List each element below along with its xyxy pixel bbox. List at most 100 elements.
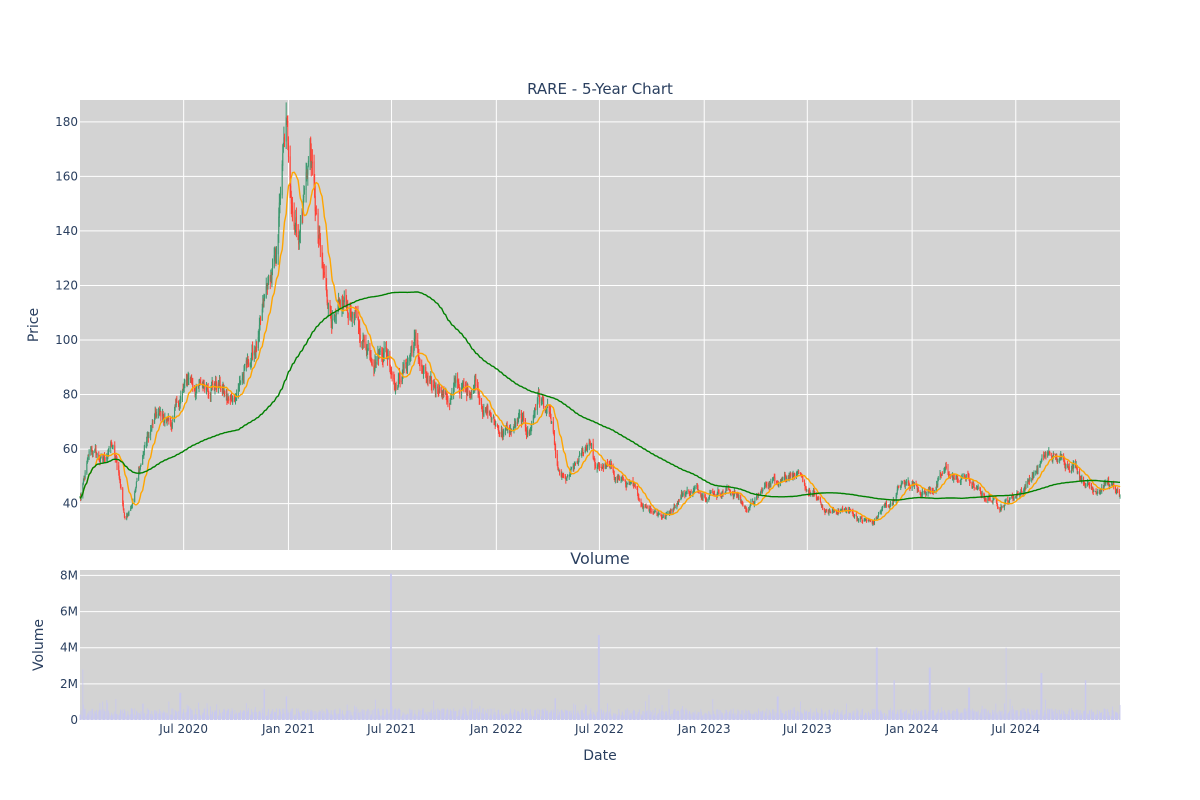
volume-bar	[243, 710, 245, 720]
price-candle	[327, 302, 329, 318]
candle-body	[589, 442, 591, 444]
volume-bar	[210, 713, 212, 720]
price-candle	[154, 406, 156, 420]
candle-body	[520, 413, 522, 423]
price-candle	[536, 397, 538, 415]
price-candle	[122, 500, 124, 511]
volume-bar	[211, 710, 213, 720]
volume-bar	[547, 710, 549, 720]
volume-bar	[568, 711, 570, 720]
volume-bar	[551, 711, 552, 720]
candle-body	[315, 211, 317, 215]
candle-body	[250, 355, 252, 364]
price-candle	[857, 518, 859, 522]
candle-body	[1072, 464, 1074, 469]
price-candle	[582, 447, 584, 457]
candle-body	[673, 506, 675, 511]
volume-bar	[599, 635, 600, 720]
volume-bar	[477, 708, 478, 720]
candle-body	[270, 278, 272, 280]
price-candle	[264, 294, 266, 302]
volume-bar	[441, 708, 443, 720]
volume-bar	[471, 700, 473, 720]
volume-bar	[887, 715, 889, 720]
volume-bar	[319, 711, 321, 720]
candle-body	[205, 385, 207, 391]
price-candle	[301, 208, 303, 225]
price-candle	[207, 384, 209, 392]
price-candle	[193, 385, 195, 392]
candle-body	[781, 478, 783, 483]
candle-body	[342, 301, 344, 306]
volume-bar	[566, 710, 568, 720]
volume-bar	[857, 711, 858, 720]
candle-body	[580, 453, 582, 455]
volume-bar	[82, 669, 84, 720]
candle-body	[1067, 464, 1069, 468]
candle-body	[294, 225, 296, 229]
candle-body	[943, 471, 945, 474]
candle-body	[485, 407, 487, 412]
price-candle	[616, 476, 618, 484]
volume-bar	[835, 713, 837, 720]
price-candle	[897, 484, 899, 491]
candle-body	[626, 484, 628, 488]
price-candle	[760, 489, 762, 492]
candle-body	[521, 419, 523, 423]
candle-body	[233, 398, 235, 400]
candle-body	[965, 474, 967, 479]
volume-bar	[260, 712, 261, 720]
volume-bar	[826, 716, 828, 720]
price-candle	[462, 380, 464, 389]
candle-body	[706, 500, 708, 502]
price-candle	[343, 290, 345, 306]
candle-body	[822, 506, 824, 511]
candle-body	[708, 498, 710, 500]
volume-bar	[186, 704, 188, 720]
price-candle	[277, 234, 279, 265]
candle-body	[222, 387, 224, 392]
price-candle	[250, 352, 252, 368]
candle-body	[508, 427, 510, 433]
volume-bar	[522, 712, 524, 720]
candle-body	[656, 511, 658, 514]
volume-bar	[410, 709, 412, 720]
volume-bar	[870, 713, 871, 720]
volume-bar	[273, 711, 275, 720]
candle-body	[162, 413, 164, 416]
price-candle	[215, 375, 217, 388]
volume-bar	[876, 647, 878, 720]
volume-bar	[131, 708, 133, 720]
volume-bar	[262, 715, 264, 720]
volume-bar	[271, 712, 273, 720]
price-candle	[218, 382, 220, 387]
volume-bar	[573, 703, 575, 720]
volume-bar	[649, 710, 651, 720]
price-candle	[1064, 462, 1066, 472]
price-candle	[371, 357, 373, 366]
candle-body	[389, 356, 391, 367]
candle-body	[103, 455, 105, 459]
price-candle	[160, 410, 162, 422]
price-candle	[674, 503, 676, 509]
price-candle	[880, 509, 882, 515]
candle-body	[816, 498, 818, 500]
candle-body	[668, 512, 670, 514]
candle-body	[694, 488, 696, 490]
candle-body	[470, 392, 472, 396]
volume-bar	[633, 709, 635, 720]
volume-bar	[583, 713, 584, 720]
volume-bar	[235, 714, 236, 720]
price-candle	[557, 467, 559, 471]
candle-body	[178, 405, 180, 407]
price-candle	[88, 454, 90, 457]
price-candle	[512, 426, 514, 431]
price-candle	[925, 491, 927, 496]
volume-bar	[832, 714, 834, 720]
candle-body	[987, 498, 989, 500]
price-candle	[1102, 485, 1104, 492]
volume-bar	[641, 715, 642, 720]
candle-body	[853, 515, 855, 517]
price-candle	[244, 363, 246, 371]
price-candle	[114, 453, 116, 463]
